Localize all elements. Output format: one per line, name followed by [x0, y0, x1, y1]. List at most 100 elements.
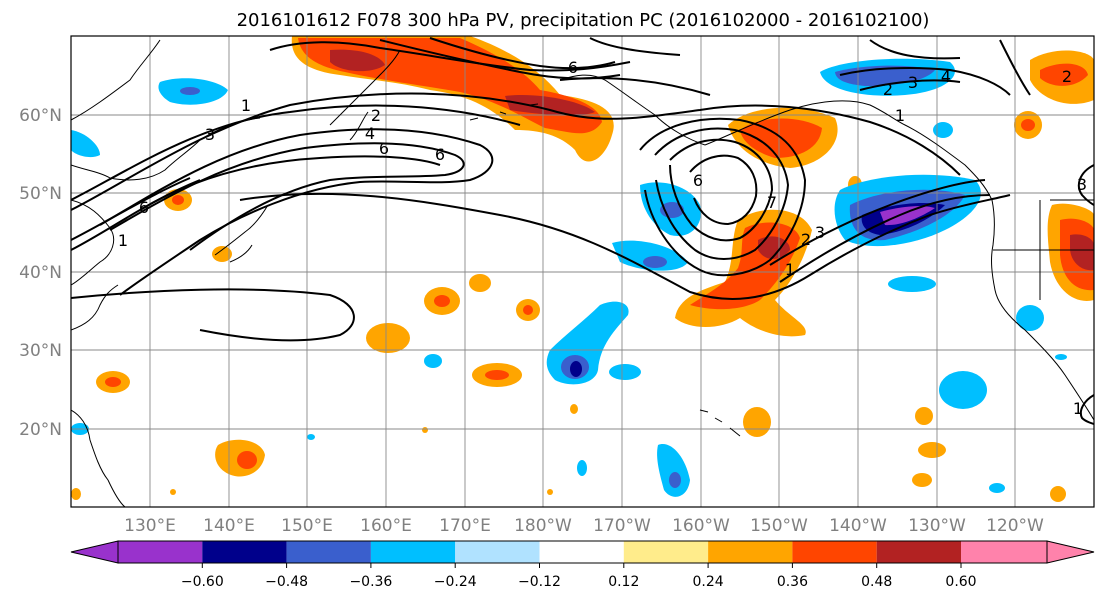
lat-label: 60°N: [19, 106, 62, 126]
pv-contour-label: 7: [767, 193, 777, 212]
lon-label: 170°E: [439, 516, 491, 536]
pv-contour-label: 2: [371, 106, 381, 125]
pv-contours: [71, 37, 1094, 425]
colorbar-bin: [792, 541, 877, 563]
precip-negative-region: [888, 276, 936, 292]
precip-positive-region: [1050, 486, 1066, 502]
lon-label: 140°W: [829, 516, 887, 536]
precip-negative-region: [307, 434, 315, 440]
precip-positive-region: [485, 370, 509, 380]
alaska-coastline: [559, 74, 993, 201]
pv-contour-label: 1: [118, 231, 128, 250]
pv-contour-label: 6: [693, 171, 703, 190]
precip-positive-region: [212, 246, 232, 262]
pv-contour: [71, 104, 521, 201]
colorbar-bin: [370, 541, 456, 563]
pv-contour-label: 1: [785, 260, 795, 279]
precip-negative-region: [1055, 354, 1067, 360]
precip-positive-region: [1070, 234, 1094, 271]
pv-contour-label: 3: [1077, 175, 1087, 194]
lon-label: 160°W: [672, 516, 730, 536]
pv-contour: [859, 79, 961, 91]
precip-positive-region: [912, 473, 932, 487]
figure-title: 2016101612 F078 300 hPa PV, precipitatio…: [237, 10, 930, 31]
precip-negative-region: [933, 122, 953, 138]
pv-contour-label: 3: [908, 73, 918, 92]
pv-contour: [71, 288, 355, 342]
precip-negative-region: [669, 472, 681, 488]
lat-label: 50°N: [19, 184, 62, 204]
pv-contour-label: 1: [895, 106, 905, 125]
precip-negative-region: [424, 354, 442, 368]
pv-contour-label: 6: [568, 58, 578, 77]
colorbar-tick-label: −0.60: [181, 574, 224, 590]
colorbar-tick-label: −0.24: [434, 574, 477, 590]
na-west-coastline: [991, 199, 1094, 421]
gridlines: [71, 36, 1094, 507]
precip-positive-region: [434, 295, 450, 307]
latitude-labels: 60°N 50°N 40°N 30°N 20°N: [19, 106, 62, 440]
pv-contour-label: 1: [1073, 399, 1083, 418]
precip-positive-region: [422, 427, 428, 433]
colorbar-tick-label: −0.12: [518, 574, 561, 590]
precip-negative-region: [643, 256, 667, 268]
pv-contour: [99, 128, 494, 296]
precip-positive-region: [505, 94, 595, 116]
longitude-labels: 130°E 140°E 150°E 160°E 170°E 180°W 170°…: [124, 516, 1044, 536]
precip-positive-region: [570, 404, 578, 414]
colorbar-tick-label: 0.24: [693, 574, 724, 590]
colorbar-bin: [455, 541, 540, 563]
colorbar-bin: [961, 541, 1047, 563]
precip-positive-region: [758, 236, 790, 259]
precip-negative-region: [71, 130, 100, 158]
precip-positive-region: [172, 195, 184, 205]
colorbar-ticks: [201, 563, 962, 568]
hawaii: [699, 409, 741, 437]
precip-positive-region: [237, 451, 257, 469]
pv-contour: [109, 142, 465, 251]
colorbar-bin: [118, 541, 203, 563]
lat-label: 20°N: [19, 420, 62, 440]
pv-contour-label: 1: [241, 96, 251, 115]
colorbar-bin: [623, 541, 709, 563]
pv-contour-label: 6: [139, 198, 149, 217]
precip-positive-region: [523, 305, 533, 315]
pv-contour: [559, 37, 711, 96]
asia-coastline: [71, 39, 261, 507]
pv-contour-label: 2: [1062, 67, 1072, 86]
lon-label: 130°W: [908, 516, 966, 536]
precip-negative-region: [1016, 305, 1044, 331]
lon-label: 130°E: [124, 516, 176, 536]
precip-negative-region: [989, 483, 1005, 493]
colorbar-bin: [708, 541, 793, 563]
precip-positive-region: [915, 407, 933, 425]
pv-contour: [71, 177, 201, 251]
japan-coastline: [214, 204, 269, 263]
pv-contour-label: 3: [815, 223, 825, 242]
colorbar-tick-label: 0.60: [945, 574, 976, 590]
pv-contour-label: 3: [205, 125, 215, 144]
colorbar-bin: [876, 541, 961, 563]
pv-contour: [769, 179, 986, 266]
pv-contour-label: 4: [365, 124, 375, 143]
precip-positive-region: [71, 488, 81, 500]
precip-negative-region: [612, 240, 688, 271]
pv-contour: [71, 92, 961, 211]
colorbar-extend-low: [70, 540, 119, 564]
precip-negative-region: [939, 371, 987, 409]
precip-negative-region: [577, 460, 587, 476]
colorbar-tick-labels: −0.60 −0.48 −0.36 −0.24 −0.12 0.12 0.24 …: [181, 574, 977, 590]
precip-negative-region: [570, 361, 582, 377]
lon-label: 160°E: [360, 516, 412, 536]
colorbar: −0.60 −0.48 −0.36 −0.24 −0.12 0.12 0.24 …: [70, 540, 1095, 590]
precip-positive-region: [743, 407, 771, 437]
colorbar-bin: [286, 541, 371, 563]
pv-contour: [839, 66, 1011, 96]
lon-label: 120°W: [986, 516, 1044, 536]
lon-label: 140°E: [203, 516, 255, 536]
pv-contour-labels: 1 2 3 4 6 6 6 6 1 2 3 7 2 3 4 1 2 3 1 1: [118, 58, 1087, 418]
colorbar-tick-label: 0.48: [861, 574, 892, 590]
pv-contour: [779, 194, 991, 283]
pv-contour: [1079, 394, 1094, 425]
